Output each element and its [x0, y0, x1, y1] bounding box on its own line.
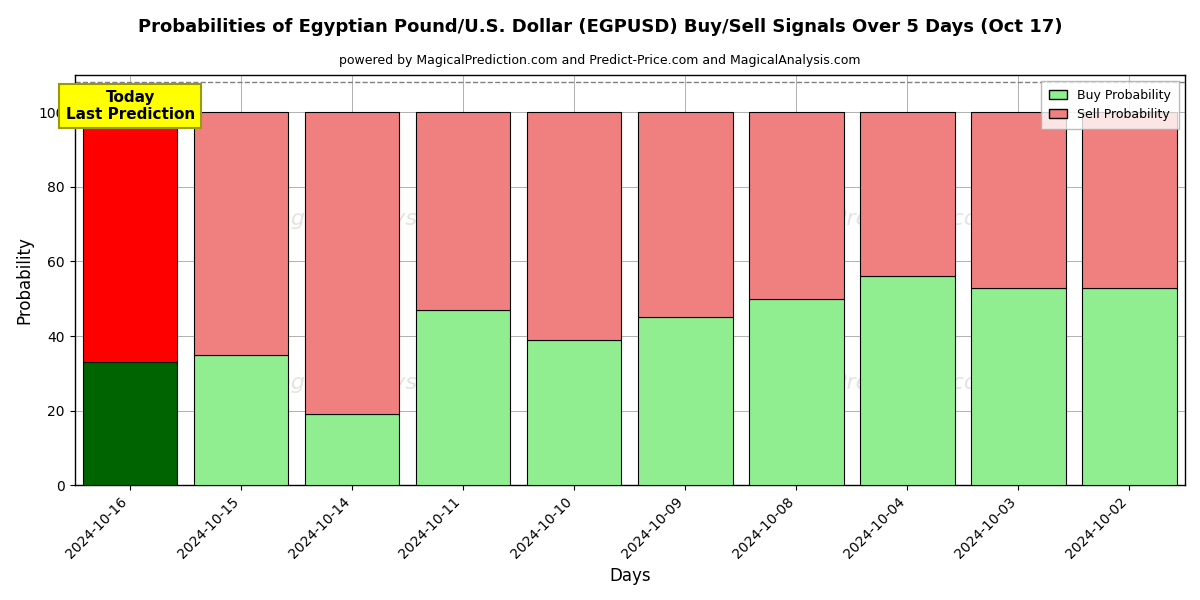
Bar: [83, 362, 178, 485]
Bar: [1082, 112, 1177, 287]
Bar: [416, 310, 510, 485]
Text: MagicalPrediction.com: MagicalPrediction.com: [749, 209, 1000, 229]
Bar: [305, 112, 400, 415]
Text: MagicalAnalysis.com: MagicalAnalysis.com: [259, 209, 490, 229]
Bar: [638, 112, 732, 317]
Text: MagicalAnalysis.com: MagicalAnalysis.com: [259, 373, 490, 392]
Bar: [416, 112, 510, 310]
Bar: [860, 277, 955, 485]
Bar: [638, 317, 732, 485]
Bar: [194, 112, 288, 355]
Bar: [83, 112, 178, 362]
Bar: [749, 299, 844, 485]
Bar: [527, 112, 622, 340]
Bar: [971, 112, 1066, 287]
Text: Probabilities of Egyptian Pound/U.S. Dollar (EGPUSD) Buy/Sell Signals Over 5 Day: Probabilities of Egyptian Pound/U.S. Dol…: [138, 18, 1062, 36]
Bar: [971, 287, 1066, 485]
Text: powered by MagicalPrediction.com and Predict-Price.com and MagicalAnalysis.com: powered by MagicalPrediction.com and Pre…: [340, 54, 860, 67]
Bar: [194, 355, 288, 485]
Legend: Buy Probability, Sell Probability: Buy Probability, Sell Probability: [1042, 81, 1178, 128]
Text: MagicalPrediction.com: MagicalPrediction.com: [749, 373, 1000, 392]
Bar: [305, 415, 400, 485]
Text: Today
Last Prediction: Today Last Prediction: [66, 90, 194, 122]
Bar: [860, 112, 955, 277]
Y-axis label: Probability: Probability: [16, 236, 34, 324]
Bar: [527, 340, 622, 485]
X-axis label: Days: Days: [610, 567, 650, 585]
Bar: [749, 112, 844, 299]
Bar: [1082, 287, 1177, 485]
